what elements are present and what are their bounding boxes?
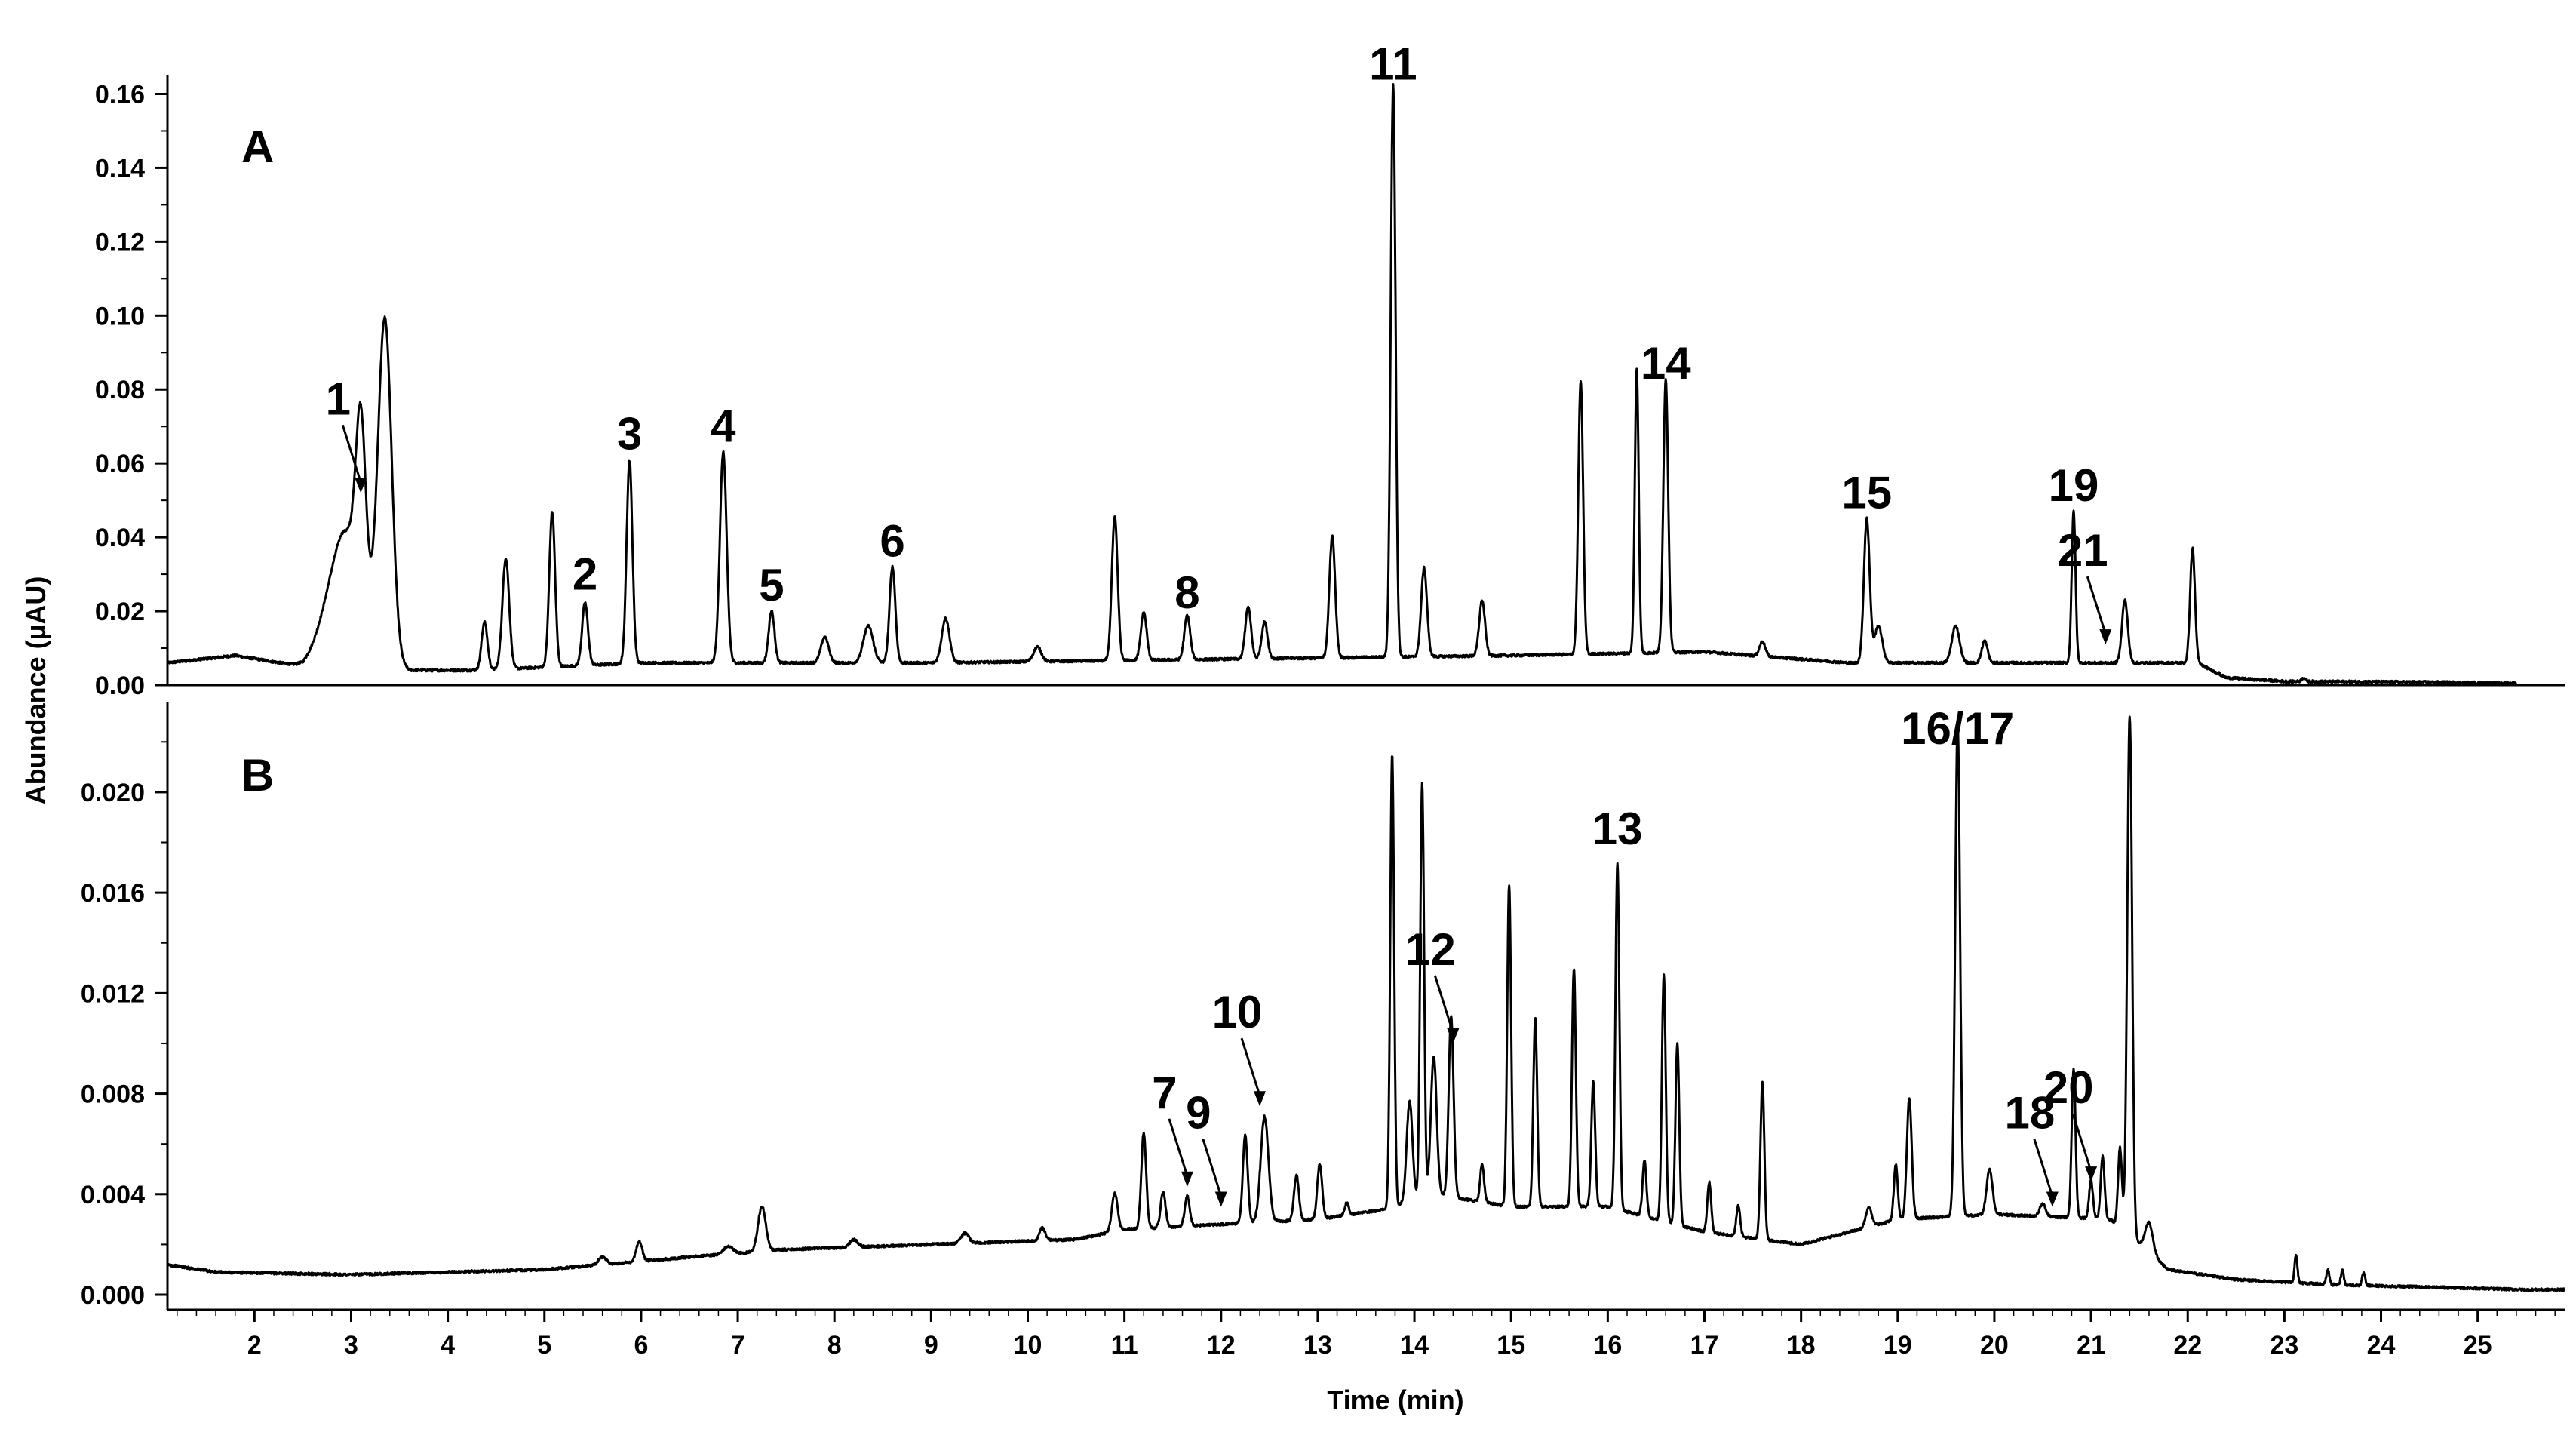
y-tick-label-a: 0.00 bbox=[95, 671, 145, 700]
peak-arrow-b bbox=[1202, 1138, 1223, 1197]
y-tick-label-b: 0.000 bbox=[81, 1281, 145, 1310]
peak-arrowhead-a bbox=[2099, 629, 2112, 645]
peak-arrow-b bbox=[2071, 1113, 2092, 1172]
trace-b bbox=[166, 715, 2565, 1292]
peak-arrowhead-b bbox=[1181, 1171, 1193, 1187]
x-axis-title: Time (min) bbox=[1327, 1384, 1463, 1415]
x-tick-label: 10 bbox=[1014, 1331, 1042, 1360]
peak-label-b: 9 bbox=[1186, 1087, 1211, 1138]
x-tick-label: 13 bbox=[1303, 1331, 1332, 1360]
x-tick-label: 11 bbox=[1111, 1331, 1138, 1360]
peak-arrowhead-b bbox=[1214, 1191, 1227, 1207]
panel-b-letter: B bbox=[241, 750, 274, 801]
x-tick-label: 25 bbox=[2464, 1331, 2492, 1360]
x-tick-label: 20 bbox=[1980, 1331, 2009, 1360]
peak-label-a: 5 bbox=[759, 560, 784, 610]
peak-label-b: 18 bbox=[2004, 1087, 2055, 1138]
peak-label-b: 7 bbox=[1152, 1068, 1177, 1118]
peak-arrowhead-a bbox=[355, 478, 367, 493]
y-tick-label-b: 0.016 bbox=[81, 879, 145, 908]
peak-arrow-b bbox=[2033, 1138, 2054, 1197]
x-tick-label: 19 bbox=[1884, 1331, 1912, 1360]
y-tick-label-a: 0.12 bbox=[95, 228, 145, 257]
x-tick-label: 23 bbox=[2270, 1331, 2298, 1360]
x-tick-label: 14 bbox=[1400, 1331, 1429, 1360]
peak-arrowhead-b bbox=[2085, 1166, 2098, 1182]
peak-label-a: 11 bbox=[1369, 39, 1417, 90]
x-tick-label: 2 bbox=[247, 1331, 262, 1360]
x-tick-label: 5 bbox=[537, 1331, 551, 1360]
peak-label-b: 13 bbox=[1592, 804, 1643, 854]
peak-arrowhead-b bbox=[1447, 1028, 1460, 1043]
y-tick-label-a: 0.08 bbox=[95, 376, 145, 404]
x-tick-label: 18 bbox=[1787, 1331, 1816, 1360]
peak-label-a: 4 bbox=[711, 401, 736, 451]
peak-label-a: 6 bbox=[880, 515, 904, 566]
peak-label-b: 20 bbox=[2043, 1062, 2094, 1113]
peak-label-a: 15 bbox=[1841, 468, 1892, 518]
peak-label-a: 2 bbox=[573, 549, 597, 599]
x-tick-label: 17 bbox=[1690, 1331, 1719, 1360]
x-tick-label: 22 bbox=[2173, 1331, 2202, 1360]
peak-arrow-a bbox=[341, 424, 362, 483]
y-tick-label-a: 0.16 bbox=[95, 80, 145, 109]
y-tick-label-a: 0.10 bbox=[95, 302, 145, 330]
x-tick-label: 9 bbox=[924, 1331, 938, 1360]
peak-label-b: 10 bbox=[1212, 987, 1263, 1037]
y-axis-title: Abundance (µAU) bbox=[20, 576, 51, 805]
x-tick-label: 24 bbox=[2367, 1331, 2396, 1360]
peak-label-a: 21 bbox=[2058, 525, 2108, 576]
x-tick-label: 7 bbox=[731, 1331, 745, 1360]
peak-label-b: 16/17 bbox=[1901, 703, 2014, 754]
peak-label-a: 19 bbox=[2049, 460, 2099, 511]
traces bbox=[166, 83, 2565, 1292]
peak-label-a: 14 bbox=[1641, 338, 1691, 389]
peak-label-b: 12 bbox=[1405, 924, 1456, 975]
y-tick-label-a: 0.06 bbox=[95, 450, 145, 478]
x-tick-label: 8 bbox=[827, 1331, 842, 1360]
peak-arrowhead-b bbox=[2046, 1191, 2059, 1207]
peak-arrow-b bbox=[1433, 975, 1454, 1034]
y-tick-label-a: 0.14 bbox=[95, 154, 145, 183]
peak-label-a: 3 bbox=[617, 408, 642, 459]
y-tick-label-a: 0.02 bbox=[95, 598, 145, 626]
x-tick-label: 4 bbox=[441, 1331, 455, 1360]
peak-arrow-b bbox=[1240, 1037, 1261, 1096]
x-tick-label: 6 bbox=[634, 1331, 648, 1360]
y-tick-label-b: 0.008 bbox=[81, 1080, 145, 1109]
x-tick-label: 12 bbox=[1207, 1331, 1236, 1360]
axes: 0.00 0.02 0.04 0.06 0.08 0.10 0.12 0.14 0.16 0.00… bbox=[81, 75, 2565, 1360]
y-tick-label-b: 0.012 bbox=[81, 979, 145, 1008]
peak-arrowhead-b bbox=[1254, 1091, 1267, 1107]
x-tick-label: 3 bbox=[344, 1331, 358, 1360]
y-tick-label-b: 0.004 bbox=[81, 1181, 145, 1209]
peak-arrow-a bbox=[2086, 576, 2107, 635]
peak-arrow-b bbox=[1168, 1118, 1189, 1177]
x-tick-label: 21 bbox=[2077, 1331, 2105, 1360]
peak-label-a: 1 bbox=[326, 373, 351, 424]
peak-label-a: 8 bbox=[1174, 567, 1199, 618]
panel-a-letter: A bbox=[241, 121, 274, 172]
x-tick-label: 15 bbox=[1497, 1331, 1525, 1360]
y-tick-label-a: 0.04 bbox=[95, 524, 145, 552]
x-tick-label: 16 bbox=[1593, 1331, 1622, 1360]
y-tick-label-b: 0.020 bbox=[81, 779, 145, 807]
trace-a bbox=[166, 83, 2517, 686]
